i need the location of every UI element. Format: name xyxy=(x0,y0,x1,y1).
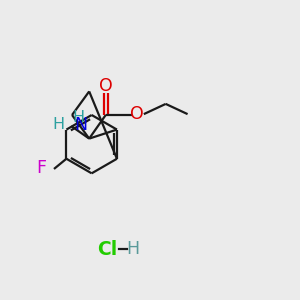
Text: H: H xyxy=(53,117,65,132)
Text: O: O xyxy=(130,105,143,123)
Text: O: O xyxy=(99,77,113,95)
Text: H: H xyxy=(126,240,139,258)
Text: Cl: Cl xyxy=(98,240,118,259)
Text: F: F xyxy=(36,159,46,177)
Text: H: H xyxy=(73,110,85,125)
Text: N: N xyxy=(74,116,87,134)
